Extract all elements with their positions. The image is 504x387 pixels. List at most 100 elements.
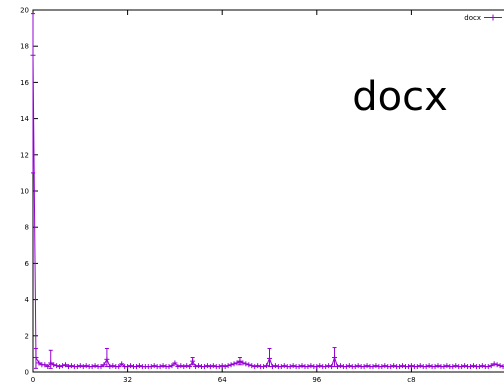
data-point (68, 363, 74, 369)
y-tick-label: 20 (20, 7, 29, 15)
data-point (166, 364, 172, 370)
y-tick-label: 0 (25, 369, 29, 377)
data-point (228, 362, 234, 368)
data-point (240, 360, 246, 366)
data-point (101, 362, 107, 368)
data-point (296, 364, 302, 370)
data-point (343, 364, 349, 370)
data-point (89, 364, 95, 370)
data-point (397, 364, 403, 370)
data-point (36, 360, 42, 366)
data-point (187, 364, 193, 370)
data-point (219, 363, 225, 369)
data-point (432, 364, 438, 370)
data-point (246, 362, 252, 368)
data-point (468, 364, 474, 370)
data-point (160, 363, 166, 369)
data-point (74, 364, 80, 370)
data-point (314, 364, 320, 370)
data-point (352, 364, 358, 370)
data-point (45, 364, 51, 370)
plot-frame (32, 9, 504, 373)
data-point (414, 364, 420, 370)
data-point (299, 363, 305, 369)
data-point (382, 363, 388, 369)
data-point (370, 364, 376, 370)
data-point (391, 363, 397, 369)
data-point (400, 363, 406, 369)
data-point (491, 361, 497, 367)
data-point (57, 364, 63, 370)
data-point (494, 362, 500, 368)
data-point (326, 363, 332, 369)
data-point (444, 363, 450, 369)
data-point (453, 363, 459, 369)
data-point (281, 363, 287, 369)
data-point (193, 364, 199, 370)
overlay-title: docx (352, 74, 448, 120)
data-point (252, 364, 258, 370)
data-point (207, 364, 213, 370)
y-tick-label: 8 (25, 224, 29, 232)
data-point (116, 364, 122, 370)
data-point (462, 363, 468, 369)
data-point (488, 363, 494, 369)
data-point (175, 364, 181, 370)
data-point (450, 364, 456, 370)
x-tick-label: 0 (31, 376, 35, 384)
y-tick-label: 18 (20, 43, 29, 51)
data-point (128, 363, 134, 369)
data-point (196, 363, 202, 369)
data-point (249, 363, 255, 369)
error-bar (104, 347, 109, 368)
data-point (373, 363, 379, 369)
data-point (63, 362, 69, 368)
error-bar (48, 349, 53, 369)
data-point (210, 363, 216, 369)
data-point (426, 363, 432, 369)
data-point (305, 364, 311, 370)
data-point (355, 363, 361, 369)
data-point (476, 364, 482, 370)
data-point (278, 364, 284, 370)
data-point (323, 364, 329, 370)
data-point (65, 364, 71, 370)
data-point (201, 364, 207, 370)
error-bar (190, 357, 195, 366)
data-point (272, 363, 278, 369)
data-point (317, 363, 323, 369)
data-point (337, 363, 343, 369)
data-point (364, 363, 370, 369)
data-point (388, 364, 394, 370)
data-point (98, 364, 104, 370)
data-point (405, 364, 411, 370)
y-tick-label: 12 (20, 151, 29, 159)
data-point (361, 364, 367, 370)
x-tick-label: 32 (123, 376, 132, 384)
data-point (42, 362, 48, 368)
legend-label-docx: docx (464, 14, 481, 22)
data-point (408, 363, 414, 369)
error-bar (237, 357, 242, 366)
x-tick-label: 64 (218, 376, 227, 384)
error-bar (267, 347, 272, 368)
data-point (133, 364, 139, 370)
x-tick-label: 96 (312, 376, 321, 384)
data-point (172, 360, 178, 366)
data-point (204, 363, 210, 369)
data-point (222, 364, 228, 370)
data-point (435, 363, 441, 369)
data-point (485, 364, 491, 370)
data-point (151, 363, 157, 369)
data-point (216, 364, 222, 370)
data-point (255, 363, 261, 369)
data-point (308, 363, 314, 369)
data-point (60, 363, 66, 369)
x-axis: 0 32 64 96 c8 (31, 10, 416, 384)
data-point (136, 363, 142, 369)
data-point (423, 364, 429, 370)
legend: docx (464, 14, 502, 22)
series-docx (30, 13, 504, 370)
error-bar (33, 347, 38, 369)
